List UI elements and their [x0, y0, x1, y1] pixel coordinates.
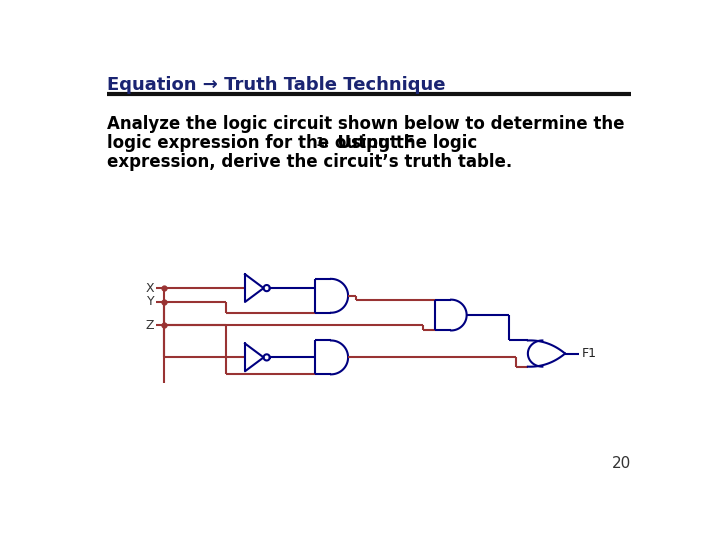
Text: logic expression for the output F: logic expression for the output F — [107, 134, 415, 152]
Text: Y: Y — [147, 295, 154, 308]
Text: F1: F1 — [582, 347, 597, 360]
Text: 20: 20 — [612, 456, 631, 471]
Text: expression, derive the circuit’s truth table.: expression, derive the circuit’s truth t… — [107, 153, 513, 171]
Text: Z: Z — [146, 319, 154, 332]
Text: Equation → Truth Table Technique: Equation → Truth Table Technique — [107, 76, 446, 93]
Text: X: X — [145, 281, 154, 295]
Text: Analyze the logic circuit shown below to determine the: Analyze the logic circuit shown below to… — [107, 115, 624, 133]
Text: 1.: 1. — [315, 137, 329, 150]
Text: Using the logic: Using the logic — [325, 134, 477, 152]
